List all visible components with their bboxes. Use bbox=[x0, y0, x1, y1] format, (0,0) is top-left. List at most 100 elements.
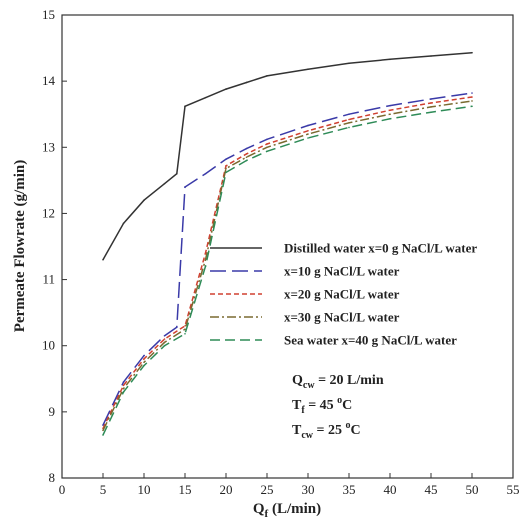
legend-item: x=30 g NaCl/L water bbox=[210, 310, 400, 325]
series-2 bbox=[102, 92, 473, 426]
data-point bbox=[307, 137, 309, 139]
x-tick-label: 0 bbox=[59, 482, 66, 497]
y-axis-ticks: 8 9 10 11 12 13 14 15 bbox=[42, 7, 67, 485]
series-line bbox=[102, 51, 473, 261]
series-line bbox=[102, 100, 473, 431]
data-point bbox=[102, 429, 104, 432]
data-point bbox=[389, 109, 391, 112]
plot-frame bbox=[61, 14, 514, 479]
y-tick-label: 14 bbox=[42, 73, 56, 88]
data-point bbox=[389, 118, 391, 120]
y-tick-label: 13 bbox=[42, 139, 55, 154]
y-tick-label: 12 bbox=[42, 205, 55, 220]
data-point bbox=[348, 126, 350, 129]
data-point bbox=[143, 199, 145, 201]
data-point bbox=[348, 122, 350, 124]
y-tick-label: 9 bbox=[49, 404, 56, 419]
data-point bbox=[122, 222, 125, 225]
data-point bbox=[348, 118, 350, 121]
data-point bbox=[245, 159, 248, 162]
data-point bbox=[102, 434, 104, 436]
y-axis-title: Permeate Flowrate (g/min) bbox=[12, 160, 28, 332]
x-tick-label: 10 bbox=[138, 482, 151, 497]
x-tick-label: 35 bbox=[343, 482, 356, 497]
x-tick-label: 50 bbox=[466, 482, 479, 497]
y-tick-label: 8 bbox=[49, 470, 56, 485]
x-tick-label: 45 bbox=[425, 482, 438, 497]
data-point bbox=[430, 102, 432, 104]
data-point bbox=[204, 96, 207, 99]
x-tick-label: 15 bbox=[179, 482, 192, 497]
data-point bbox=[245, 156, 248, 159]
legend-item: Distilled water x=0 g NaCl/L water bbox=[210, 241, 477, 256]
data-point bbox=[163, 182, 166, 185]
data-point bbox=[389, 104, 391, 107]
legend-label: x=20 g NaCl/L water bbox=[284, 287, 400, 302]
data-point bbox=[430, 111, 432, 114]
data-point bbox=[204, 258, 207, 261]
data-point bbox=[102, 258, 104, 261]
series-line bbox=[102, 92, 473, 426]
data-point bbox=[122, 381, 125, 383]
data-point bbox=[389, 58, 391, 61]
data-point bbox=[471, 92, 473, 94]
data-point bbox=[430, 55, 432, 57]
data-point bbox=[184, 333, 186, 335]
data-point bbox=[184, 105, 186, 108]
data-point bbox=[163, 341, 166, 344]
condition-annotation: Tf = 45 oC bbox=[292, 395, 352, 416]
data-point bbox=[266, 138, 268, 141]
x-axis-ticks: 0 5 10 15 20 25 30 35 40 45 50 55 bbox=[59, 473, 520, 497]
data-point bbox=[471, 51, 473, 54]
data-point bbox=[430, 98, 432, 100]
data-point bbox=[176, 326, 178, 328]
data-point bbox=[389, 113, 391, 116]
data-point bbox=[122, 384, 125, 387]
data-point bbox=[143, 364, 145, 367]
data-point bbox=[245, 147, 248, 150]
data-point bbox=[307, 129, 309, 132]
x-tick-label: 5 bbox=[100, 482, 107, 497]
series-4 bbox=[102, 100, 473, 432]
data-point bbox=[471, 100, 473, 102]
data-point bbox=[184, 328, 186, 330]
legend-item: Sea water x=40 g NaCl/L water bbox=[210, 333, 457, 348]
legend-item: x=10 g NaCl/L water bbox=[210, 264, 400, 279]
data-point bbox=[163, 338, 166, 340]
x-tick-label: 30 bbox=[302, 482, 315, 497]
data-point bbox=[163, 344, 166, 347]
data-point bbox=[143, 354, 145, 357]
data-point bbox=[225, 171, 227, 174]
series-line bbox=[102, 105, 473, 436]
legend-label: x=30 g NaCl/L water bbox=[284, 310, 400, 325]
series-5 bbox=[102, 105, 473, 436]
data-point bbox=[143, 361, 145, 364]
data-point bbox=[266, 75, 268, 77]
data-point bbox=[225, 167, 227, 170]
data-point bbox=[266, 150, 268, 153]
data-point bbox=[204, 265, 207, 268]
data-point bbox=[266, 146, 268, 149]
data-point bbox=[307, 68, 309, 71]
data-point bbox=[471, 96, 473, 98]
data-point bbox=[307, 124, 309, 127]
data-point bbox=[471, 105, 473, 108]
data-point bbox=[245, 153, 248, 155]
data-point bbox=[143, 358, 145, 360]
x-tick-label: 55 bbox=[507, 482, 520, 497]
x-tick-label: 25 bbox=[261, 482, 274, 497]
data-point bbox=[266, 143, 268, 145]
y-tick-label: 15 bbox=[42, 7, 55, 22]
legend-label: Sea water x=40 g NaCl/L water bbox=[284, 333, 457, 348]
x-axis-title: Qf (L/min) bbox=[253, 501, 321, 520]
data-point bbox=[245, 81, 248, 84]
condition-annotation: Tcw = 25 oC bbox=[292, 420, 361, 441]
condition-annotations: Qcw = 20 L/min Tf = 45 oC Tcw = 25 oC bbox=[292, 373, 384, 441]
x-tick-label: 40 bbox=[384, 482, 397, 497]
data-point bbox=[176, 172, 178, 175]
series-line bbox=[102, 96, 473, 429]
data-point bbox=[225, 165, 227, 167]
data-point bbox=[348, 113, 350, 116]
data-point bbox=[163, 334, 166, 337]
